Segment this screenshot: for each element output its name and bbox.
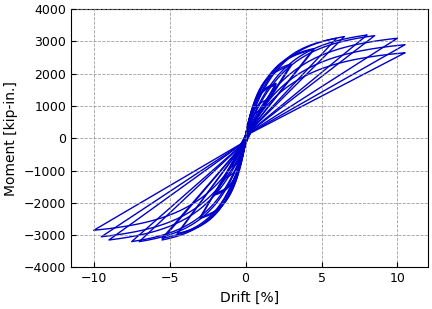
X-axis label: Drift [%]: Drift [%] [220,291,279,305]
Y-axis label: Moment [kip-in.]: Moment [kip-in.] [4,81,18,196]
